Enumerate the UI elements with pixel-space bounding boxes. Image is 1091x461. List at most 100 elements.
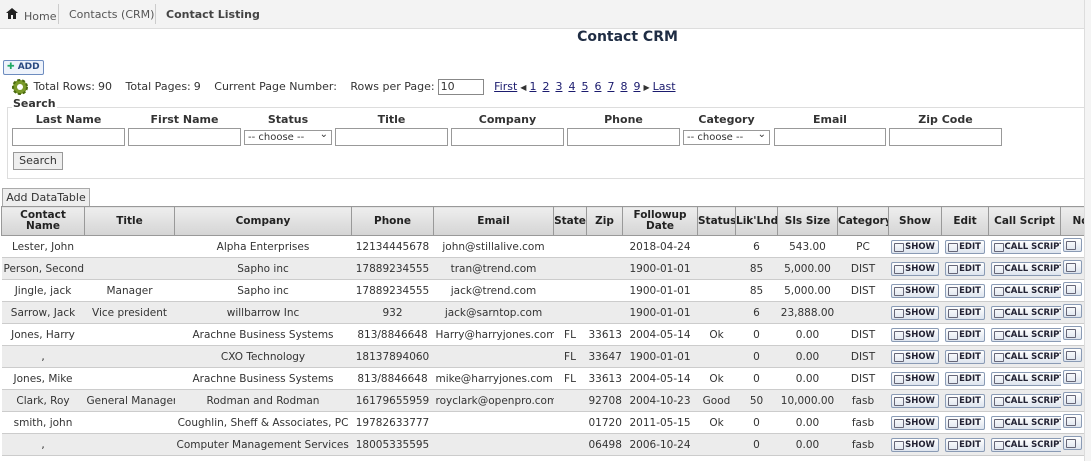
breadcrumb-contacts[interactable]: Contacts (CRM) [69,8,155,21]
note-button[interactable] [1062,304,1082,318]
first-link[interactable]: First [494,80,518,93]
note-button[interactable] [1062,348,1082,362]
breadcrumb-home[interactable]: Home [24,10,57,23]
last-link[interactable]: Last [652,80,676,93]
call-script-button[interactable]: CALL SCRIPT [990,239,1061,254]
cell: 932 [351,301,434,324]
search-button[interactable]: Search [13,152,63,170]
page-link[interactable]: 3 [555,80,563,93]
field-label: Zip Code [918,113,973,126]
page-link[interactable]: 1 [529,80,537,93]
call-script-button[interactable]: CALL SCRIPT [990,437,1061,452]
page-link[interactable]: 4 [568,80,576,93]
show-button[interactable]: SHOW [891,349,939,364]
column-header: Show [888,206,942,236]
edit-button[interactable]: EDIT [945,437,985,452]
cell: jack@trend.com [433,279,554,302]
cell: 01720 [586,411,623,434]
cell: Sapho inc [174,279,352,302]
separator [145,4,156,24]
add-datatable-button[interactable]: Add DataTable [2,188,90,207]
field-input[interactable] [335,128,448,146]
cell [697,345,736,368]
edit-button[interactable]: EDIT [945,261,985,276]
total-rows: 90 [98,80,112,93]
note-button[interactable] [1062,392,1082,406]
page-link[interactable]: 8 [620,80,628,93]
field-select[interactable]: -- choose -- ⌄ [244,129,332,145]
note-cell [1060,279,1091,302]
field-input[interactable] [128,128,241,146]
field-input[interactable] [12,128,125,146]
page-link[interactable]: 2 [542,80,550,93]
call-script-button[interactable]: CALL SCRIPT [990,283,1061,298]
show-button[interactable]: SHOW [891,371,939,386]
table-row: Jingle, jack Manager Sapho inc 17889234555 j… [1,279,1091,302]
column-header: Title [84,206,175,236]
add-button[interactable]: ✚ ADD [3,60,44,75]
show-button[interactable]: SHOW [891,239,939,254]
note-button[interactable] [1062,282,1082,296]
cell: 23,888.00 [777,301,838,324]
show-button[interactable]: SHOW [891,261,939,276]
page-link[interactable]: 7 [607,80,615,93]
cell [553,389,587,412]
note-button[interactable] [1062,414,1082,428]
show-button[interactable]: SHOW [891,393,939,408]
add-label: ADD [17,62,40,72]
note-button[interactable] [1062,326,1082,340]
edit-button[interactable]: EDIT [945,393,985,408]
cell [586,279,623,302]
call-script-button[interactable]: CALL SCRIPT [990,327,1061,342]
table-row: Jones, Mike Arachne Business Systems 813/8… [1,367,1091,390]
field-input[interactable] [451,128,564,146]
note-cell [1060,389,1091,412]
show-button[interactable]: SHOW [891,305,939,320]
show-button[interactable]: SHOW [891,327,939,342]
call-script-button[interactable]: CALL SCRIPT [990,349,1061,364]
note-button[interactable] [1062,370,1082,384]
cell: 10,000.00 [777,389,838,412]
cell: smith, john [1,411,85,434]
edit-button[interactable]: EDIT [945,371,985,386]
call-script-button[interactable]: CALL SCRIPT [990,261,1061,276]
cell: 17889234555 [351,279,434,302]
call-script-button[interactable]: CALL SCRIPT [990,393,1061,408]
field-select[interactable]: -- choose -- ⌄ [683,129,770,145]
call-script-button[interactable]: CALL SCRIPT [990,305,1061,320]
page-link[interactable]: 6 [594,80,602,93]
column-header: Call Script [988,206,1061,236]
cell: Harry@harryjones.com [433,323,554,346]
button-cell: SHOW [888,279,942,302]
show-button[interactable]: SHOW [891,283,939,298]
button-cell: CALL SCRIPT [988,411,1061,434]
scrollbar[interactable] [1084,0,1091,461]
field-input[interactable] [774,128,886,146]
page-link[interactable]: 9 [633,80,641,93]
field-input[interactable] [889,128,1002,146]
show-button[interactable]: SHOW [891,437,939,452]
note-button[interactable] [1062,260,1082,274]
call-script-button[interactable]: CALL SCRIPT [990,371,1061,386]
edit-button[interactable]: EDIT [945,327,985,342]
edit-button[interactable]: EDIT [945,305,985,320]
column-header: Phone [351,206,434,236]
field-input[interactable] [567,128,680,146]
field-label: Phone [604,113,643,126]
edit-button[interactable]: EDIT [945,415,985,430]
note-button[interactable] [1062,238,1082,252]
total-pages: 9 [193,80,201,93]
contacts-table: Contact Name Title Company Phone Email State Z… [1,206,1091,456]
page-link[interactable]: 5 [581,80,589,93]
rows-per-page-input[interactable]: 10 [437,79,484,95]
edit-button[interactable]: EDIT [945,349,985,364]
show-button[interactable]: SHOW [891,415,939,430]
edit-button[interactable]: EDIT [945,239,985,254]
call-script-button[interactable]: CALL SCRIPT [990,415,1061,430]
cell: 33613 [586,323,623,346]
gear-icon[interactable] [10,78,30,96]
edit-button[interactable]: EDIT [945,283,985,298]
cell: 0.00 [777,345,838,368]
note-button[interactable] [1062,436,1082,450]
